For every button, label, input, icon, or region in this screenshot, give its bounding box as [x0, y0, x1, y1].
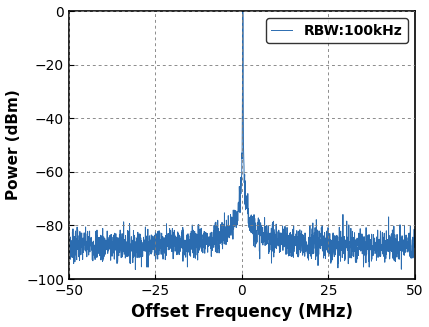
RBW:100kHz	[84, 240, 89, 244]
RBW:100kHz	[226, 223, 231, 227]
X-axis label: Offset Frequency (MHz): Offset Frequency (MHz)	[131, 303, 353, 321]
RBW:100kHz	[240, 9, 245, 13]
RBW:100kHz	[235, 223, 240, 227]
Legend: RBW:100kHz: RBW:100kHz	[266, 18, 408, 43]
RBW:100kHz	[412, 245, 417, 249]
RBW:100kHz	[66, 230, 72, 233]
RBW:100kHz	[133, 267, 138, 271]
Y-axis label: Power (dBm): Power (dBm)	[6, 90, 21, 200]
RBW:100kHz	[402, 251, 408, 255]
Line: RBW:100kHz: RBW:100kHz	[69, 11, 415, 269]
RBW:100kHz	[402, 240, 408, 244]
RBW:100kHz	[339, 240, 344, 244]
